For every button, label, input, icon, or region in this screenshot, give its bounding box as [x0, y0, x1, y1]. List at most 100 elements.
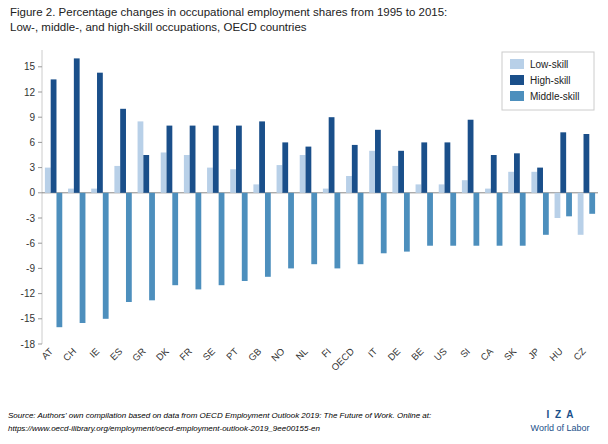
- bar: [282, 142, 288, 192]
- bar: [120, 109, 126, 193]
- x-tick-label: SE: [200, 346, 217, 363]
- bar: [265, 193, 271, 277]
- y-tick: [38, 142, 42, 143]
- chart: Figure 2. Percentage changes in occupati…: [0, 0, 608, 444]
- bar: [491, 155, 497, 193]
- bar: [242, 193, 248, 281]
- y-tick-label: -9: [26, 263, 35, 274]
- bar: [346, 176, 352, 193]
- bar: [508, 172, 514, 193]
- bar: [375, 130, 381, 193]
- y-tick: [38, 344, 42, 345]
- x-tick-label: SI: [458, 346, 472, 360]
- x-tick-label: IT: [366, 346, 380, 360]
- x-tick-label: FI: [319, 346, 333, 360]
- x-tick-label: PT: [224, 345, 241, 362]
- x-tick-label: CH: [61, 346, 79, 364]
- x-tick-label: FR: [177, 346, 194, 363]
- y-tick-label: -12: [21, 288, 36, 299]
- bar: [161, 152, 167, 192]
- bar: [520, 193, 526, 246]
- x-tick-label: CZ: [571, 346, 588, 363]
- bar: [306, 147, 312, 193]
- bar: [74, 58, 80, 192]
- y-tick: [38, 243, 42, 244]
- bar: [514, 153, 520, 192]
- bar: [97, 73, 103, 193]
- bar: [555, 193, 561, 218]
- bar: [126, 193, 132, 302]
- bar: [497, 193, 503, 246]
- bar: [560, 132, 566, 192]
- bar: [468, 120, 474, 193]
- y-tick-label: 15: [24, 61, 36, 72]
- legend-swatch: [510, 59, 524, 69]
- bar: [329, 117, 335, 193]
- y-tick: [38, 66, 42, 67]
- y-tick: [38, 192, 42, 193]
- y-tick-label: 6: [29, 137, 35, 148]
- x-tick-label: ES: [108, 346, 125, 363]
- bar: [421, 142, 427, 192]
- bar: [172, 193, 178, 285]
- x-tick-label: JP: [526, 346, 542, 362]
- bar: [392, 166, 398, 193]
- bar: [485, 189, 491, 193]
- bar: [450, 193, 456, 246]
- y-tick-label: 12: [24, 87, 36, 98]
- bar: [416, 184, 422, 192]
- y-tick-label: 0: [29, 187, 35, 198]
- y-tick: [38, 318, 42, 319]
- legend-label: Low-skill: [530, 59, 568, 70]
- bar: [311, 193, 317, 264]
- bar: [207, 168, 213, 193]
- bar: [398, 151, 404, 193]
- bar: [138, 121, 144, 192]
- y-axis-line: [42, 50, 43, 344]
- bar: [184, 155, 190, 193]
- y-tick: [38, 293, 42, 294]
- bar: [219, 193, 225, 285]
- bar: [253, 184, 259, 192]
- y-tick-label: -15: [21, 313, 36, 324]
- bar: [143, 155, 149, 193]
- y-tick-label: -18: [21, 339, 36, 350]
- x-tick-label: GB: [246, 346, 263, 363]
- bar: [236, 126, 242, 193]
- bar: [427, 193, 433, 246]
- y-tick: [38, 167, 42, 168]
- bars: [45, 58, 595, 327]
- bar: [149, 193, 155, 301]
- legend: Low-skillHigh-skillMiddle-skill: [502, 52, 594, 110]
- bar: [334, 193, 340, 269]
- bar: [230, 169, 236, 193]
- x-tick-label: US: [432, 346, 449, 363]
- bar: [589, 193, 595, 214]
- bar: [167, 126, 173, 193]
- legend-swatch: [510, 75, 524, 85]
- y-tick: [38, 117, 42, 118]
- bar: [103, 193, 109, 319]
- bar: [537, 168, 543, 193]
- x-tick-label: DK: [154, 345, 172, 363]
- subtitle: Low-, middle-, and high-skill occupation…: [10, 21, 307, 33]
- bar: [566, 193, 572, 217]
- x-tick-label: AT: [39, 345, 55, 361]
- bar: [439, 184, 445, 192]
- bar: [404, 193, 410, 252]
- x-tick-label: DE: [385, 346, 402, 363]
- bar: [91, 189, 97, 193]
- bar: [51, 79, 57, 192]
- bar: [381, 193, 387, 253]
- legend-swatch: [510, 91, 524, 101]
- legend-label: High-skill: [530, 75, 571, 86]
- bar: [578, 193, 584, 235]
- bar: [114, 166, 120, 193]
- x-tick-label: SK: [502, 345, 519, 362]
- bar: [195, 193, 201, 290]
- bar: [80, 193, 86, 323]
- y-tick: [38, 218, 42, 219]
- y-tick-label: -6: [26, 238, 35, 249]
- legend-box: [502, 52, 594, 110]
- y-tick-label: 9: [29, 112, 35, 123]
